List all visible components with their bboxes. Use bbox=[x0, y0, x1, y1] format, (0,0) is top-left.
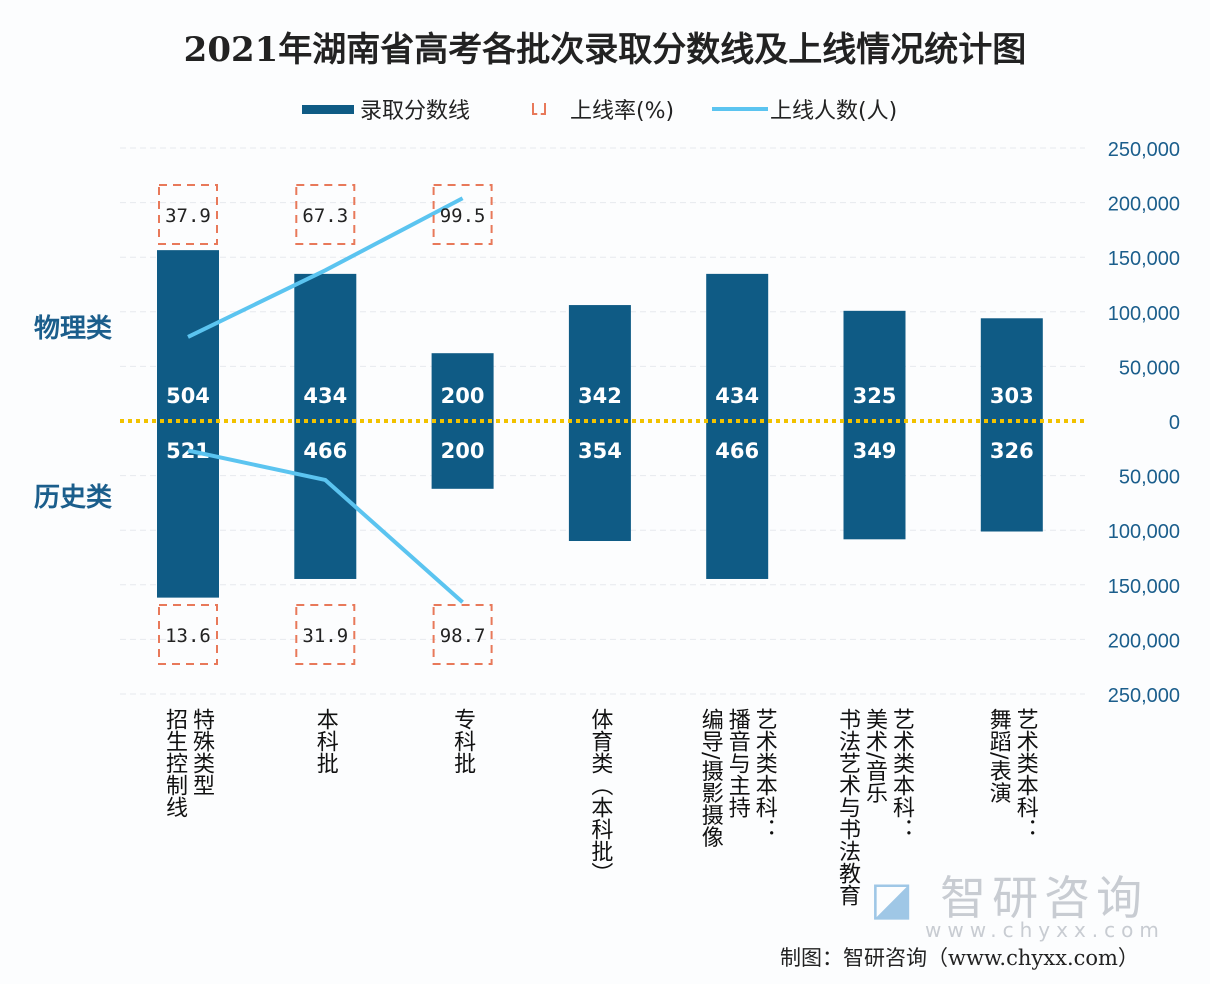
line-history bbox=[187, 448, 464, 604]
bar-physics bbox=[568, 305, 631, 421]
y-tick-label: 50,000 bbox=[1119, 467, 1180, 489]
legend-line: 上线人数(人) bbox=[712, 93, 897, 125]
credit: 制图：智研咨询（www.chyxx.com） bbox=[780, 946, 1139, 970]
x-tick-label: 特殊类型 招生控制线 bbox=[161, 708, 215, 923]
bar-history bbox=[980, 421, 1043, 532]
bar-label-history: 326 bbox=[990, 439, 1034, 463]
bar-label-physics: 325 bbox=[853, 384, 897, 408]
x-tick-label-line: 特殊类型 bbox=[189, 708, 214, 796]
rate-box-physics bbox=[158, 184, 218, 245]
group-label-top: 物理类 bbox=[34, 314, 113, 344]
x-tick-label-line: 美术/音乐 bbox=[862, 708, 887, 804]
bar-history bbox=[843, 421, 906, 540]
x-tick-label-line: 体育类（本科批） bbox=[587, 708, 613, 884]
rate-box-physics-label: 37.9 bbox=[165, 205, 211, 227]
rate-box-physics-label: 99.5 bbox=[440, 205, 486, 227]
x-tick-label: 艺术类本科： 美术/音乐 书法艺术与书法教育 bbox=[834, 708, 915, 923]
bar-label-physics: 342 bbox=[578, 384, 622, 408]
bar-history bbox=[431, 421, 494, 489]
watermark-url: www.chyxx.com bbox=[925, 918, 1165, 942]
legend-rate-swatch bbox=[532, 103, 546, 115]
rate-box-history bbox=[295, 604, 356, 665]
group-label-bottom: 历史类 bbox=[34, 483, 113, 513]
legend-bar-swatch bbox=[302, 104, 354, 114]
rate-box-physics bbox=[295, 184, 356, 245]
x-tick-label: 本科批 bbox=[312, 708, 339, 923]
bar-physics bbox=[431, 353, 494, 421]
y-tick-label: 0 bbox=[1169, 412, 1180, 434]
legend-rate-label: 上线率(%) bbox=[570, 99, 675, 124]
y-tick-label: 150,000 bbox=[1108, 576, 1180, 598]
y-tick-label: 100,000 bbox=[1108, 303, 1180, 325]
bar-history bbox=[706, 421, 769, 579]
x-tick-label-line: 艺术类本科： bbox=[751, 708, 777, 840]
x-tick-label-line: 艺术类本科： bbox=[889, 708, 914, 840]
x-tick-label-line: 招生控制线 bbox=[162, 708, 187, 818]
legend-line-swatch bbox=[712, 107, 768, 111]
x-tick-label-line: 舞蹈/表演 bbox=[985, 708, 1011, 804]
bar-label-history: 466 bbox=[303, 439, 347, 463]
legend-bar-label: 录取分数线 bbox=[360, 99, 471, 124]
bar-history bbox=[157, 421, 219, 598]
y-tick-label: 200,000 bbox=[1108, 194, 1180, 216]
y-tick-label: 50,000 bbox=[1119, 357, 1180, 379]
rate-box-history-label: 13.6 bbox=[165, 625, 211, 647]
x-tick-label-line: 编导/摄影摄像 bbox=[697, 708, 723, 848]
bar-label-physics: 303 bbox=[990, 384, 1034, 408]
bar-physics bbox=[980, 318, 1043, 421]
bar-label-physics: 434 bbox=[303, 384, 347, 408]
y-tick-label: 250,000 bbox=[1108, 139, 1180, 161]
rate-box-history bbox=[158, 604, 218, 665]
x-tick-label-line: 艺术类本科： bbox=[1012, 708, 1038, 840]
bar-history bbox=[568, 421, 631, 542]
bar-physics bbox=[706, 273, 769, 421]
bar-physics bbox=[843, 310, 906, 421]
x-tick-label-line: 本科批 bbox=[312, 708, 338, 774]
legend-rate: 上线率(%) bbox=[532, 93, 674, 125]
chart-title: 2021年湖南省高考各批次录取分数线及上线情况统计图 bbox=[183, 30, 1027, 70]
bar-label-physics: 434 bbox=[715, 384, 759, 408]
y-tick-label: 250,000 bbox=[1108, 685, 1180, 707]
bar-label-physics: 200 bbox=[441, 384, 485, 408]
bar-label-history: 349 bbox=[853, 439, 897, 463]
legend-line-label: 上线人数(人) bbox=[770, 99, 898, 124]
legend-bar: 录取分数线 bbox=[302, 93, 470, 125]
bar-label-physics: 504 bbox=[166, 384, 210, 408]
y-tick-label: 100,000 bbox=[1108, 521, 1180, 543]
rate-box-history bbox=[432, 604, 493, 665]
bar-label-history: 354 bbox=[578, 439, 622, 463]
watermark-logo: ◪ 智研咨询 bbox=[870, 871, 1149, 925]
y-tick-label: 150,000 bbox=[1108, 248, 1180, 270]
rate-box-physics bbox=[432, 184, 493, 245]
rate-box-history-label: 98.7 bbox=[440, 625, 486, 647]
bar-physics bbox=[294, 273, 357, 421]
line-physics bbox=[187, 196, 464, 339]
x-tick-label: 专科批 bbox=[449, 708, 476, 923]
rate-box-physics-label: 67.3 bbox=[302, 205, 348, 227]
x-tick-label-line: 专科批 bbox=[450, 708, 476, 774]
y-tick-label: 200,000 bbox=[1108, 630, 1180, 652]
x-tick-label-line: 播音与主持 bbox=[724, 708, 750, 818]
x-tick-label: 艺术类本科： 舞蹈/表演 bbox=[985, 708, 1039, 923]
x-tick-label: 艺术类本科： 播音与主持 编导/摄影摄像 bbox=[697, 708, 778, 923]
bar-label-history: 466 bbox=[715, 439, 759, 463]
rate-box-history-label: 31.9 bbox=[302, 625, 348, 647]
x-tick-label: 体育类（本科批） bbox=[586, 708, 613, 923]
bar-label-history: 200 bbox=[441, 439, 485, 463]
x-tick-label-line: 书法艺术与书法教育 bbox=[835, 708, 860, 906]
